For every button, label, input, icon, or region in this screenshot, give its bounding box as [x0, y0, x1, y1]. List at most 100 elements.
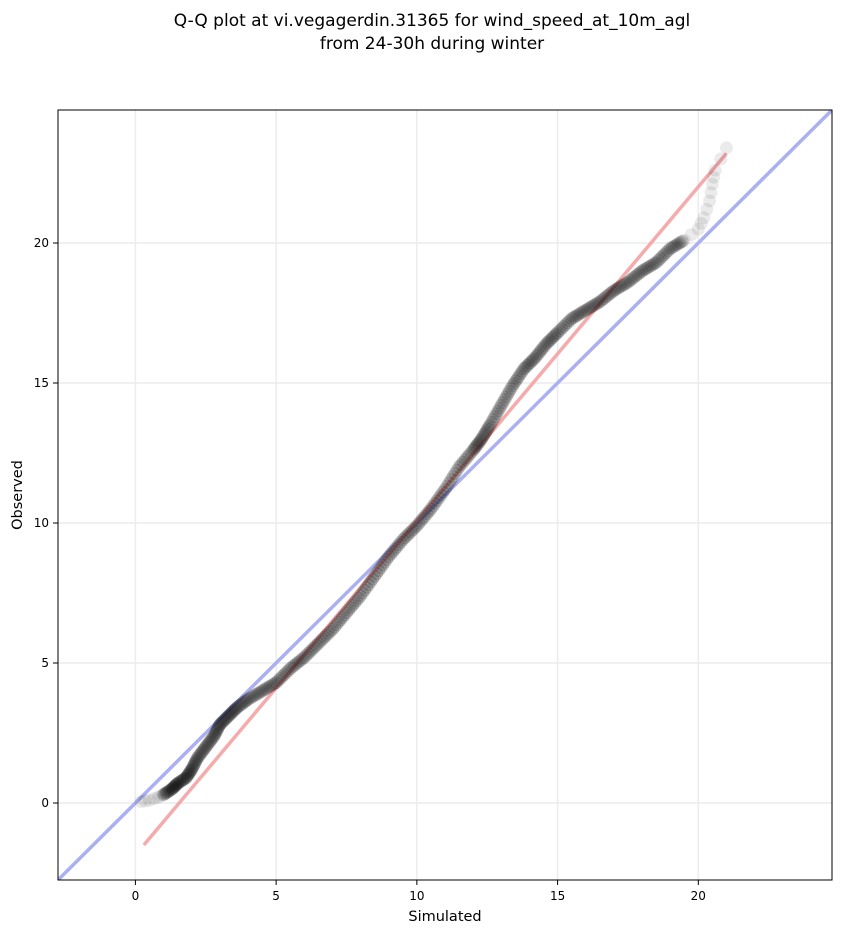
quantile-point	[547, 329, 561, 343]
quantile-point	[464, 446, 478, 460]
quantile-point	[719, 141, 733, 155]
quantile-point	[412, 516, 426, 530]
quantile-point	[593, 295, 607, 309]
quantile-point	[216, 714, 230, 728]
quantile-point	[161, 784, 175, 798]
quantile-point	[553, 324, 567, 338]
quantile-point	[533, 345, 547, 359]
quantile-point	[309, 638, 323, 652]
quantile-point	[436, 485, 450, 499]
quantile-point	[364, 575, 378, 589]
y-axis-label: Observed	[10, 460, 26, 530]
quantile-point	[134, 795, 148, 809]
quantile-point	[344, 601, 358, 615]
quantile-point	[705, 177, 719, 191]
quantile-point	[589, 297, 603, 311]
quantile-point	[171, 776, 185, 790]
quantile-point	[607, 284, 621, 298]
quantile-point	[199, 740, 213, 754]
quantile-point	[368, 569, 382, 583]
quantile-point	[333, 613, 347, 627]
quantile-point	[173, 775, 187, 789]
quantile-point	[273, 672, 287, 686]
quantile-point	[583, 301, 597, 315]
quantile-point	[609, 282, 623, 296]
quantile-point	[467, 442, 481, 456]
quantile-point	[645, 258, 659, 272]
quantile-point	[514, 367, 528, 381]
quantile-point	[694, 216, 708, 230]
quantile-point	[376, 558, 390, 572]
quantile-point	[649, 256, 663, 270]
quantile-point	[243, 691, 257, 705]
quantile-point	[581, 302, 595, 316]
x-tick-label: 10	[409, 889, 424, 903]
quantile-point	[477, 428, 491, 442]
quantile-point	[236, 696, 250, 710]
quantile-point	[394, 535, 408, 549]
quantile-point	[504, 382, 518, 396]
quantile-point	[418, 509, 432, 523]
quantile-point	[196, 743, 210, 757]
quantile-point	[229, 702, 243, 716]
quantile-point	[400, 529, 414, 543]
quantile-point	[283, 662, 297, 676]
quantile-point	[479, 424, 493, 438]
quantile-point	[410, 519, 424, 533]
quantile-point	[159, 786, 173, 800]
quantile-point	[597, 292, 611, 306]
quantile-point	[177, 772, 191, 786]
quantile-point	[424, 502, 438, 516]
quantile-point	[544, 332, 558, 346]
quantile-point	[402, 527, 416, 541]
quantile-point	[231, 700, 245, 714]
quantile-point	[261, 680, 275, 694]
quantile-point	[325, 622, 339, 636]
quantile-point	[651, 254, 665, 268]
quantile-point	[488, 410, 502, 424]
quantile-point	[329, 618, 343, 632]
quantile-point	[496, 396, 510, 410]
quantile-point	[251, 686, 265, 700]
y-tick-label: 15	[34, 376, 49, 390]
quantile-point	[281, 664, 295, 678]
quantile-point	[342, 603, 356, 617]
quantile-point	[625, 272, 639, 286]
quantile-point	[263, 679, 277, 693]
quantile-point	[481, 422, 495, 436]
quantile-point	[354, 589, 368, 603]
quantile-point	[184, 764, 198, 778]
quantile-point	[653, 252, 667, 266]
quantile-point	[677, 233, 691, 247]
quantile-point	[372, 564, 386, 578]
quantile-point	[657, 248, 671, 262]
quantile-point	[289, 657, 303, 671]
quantile-point	[358, 583, 372, 597]
quantile-point	[267, 677, 281, 691]
quantile-point	[440, 479, 454, 493]
quantile-point	[210, 722, 224, 736]
quantile-point	[195, 745, 209, 759]
quantile-point	[291, 655, 305, 669]
quantile-point	[187, 758, 201, 772]
quantile-point	[360, 580, 374, 594]
quantile-point	[501, 387, 515, 401]
quantile-point	[408, 521, 422, 535]
quantile-point	[163, 784, 177, 798]
quantile-point	[255, 684, 269, 698]
quantile-point	[226, 704, 240, 718]
quantile-point	[213, 718, 227, 732]
quantile-point	[595, 293, 609, 307]
quantile-point	[386, 545, 400, 559]
quantile-point	[520, 359, 534, 373]
quantile-point	[426, 499, 440, 513]
quantile-point	[442, 476, 456, 490]
quantile-point	[631, 267, 645, 281]
quantile-point	[352, 591, 366, 605]
quantile-point	[388, 542, 402, 556]
quantile-point	[700, 202, 714, 216]
quantile-point	[331, 615, 345, 629]
quantile-point	[460, 450, 474, 464]
quantile-point	[350, 594, 364, 608]
quantile-point	[591, 296, 605, 310]
